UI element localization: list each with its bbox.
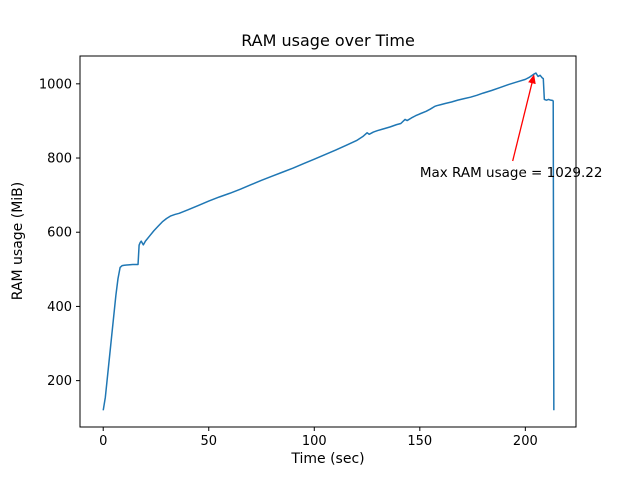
y-tick-label: 800 xyxy=(47,152,72,167)
annotation-arrow xyxy=(512,74,536,162)
y-tick-label: 400 xyxy=(47,300,72,315)
x-axis-label: Time (sec) xyxy=(290,451,364,467)
y-tick-label: 600 xyxy=(47,226,72,241)
annotation-text: Max RAM usage = 1029.22 xyxy=(420,165,603,181)
x-tick-label: 100 xyxy=(302,434,327,449)
y-tick-label: 200 xyxy=(47,374,72,389)
x-tick-label: 150 xyxy=(407,434,432,449)
annotation-group: Max RAM usage = 1029.22 xyxy=(420,74,603,181)
x-tick-label: 0 xyxy=(99,434,107,449)
x-tick-label: 50 xyxy=(200,434,217,449)
x-tick-label: 200 xyxy=(513,434,538,449)
chart-title: RAM usage over Time xyxy=(241,31,415,50)
axis-ticks: 0 50 100 150 200 200 400 600 800 1000 xyxy=(39,77,538,449)
data-line xyxy=(102,72,555,411)
plot-border xyxy=(79,55,577,428)
data-line-group xyxy=(102,72,555,411)
y-axis-label: RAM usage (MiB) xyxy=(10,182,26,300)
y-tick-label: 1000 xyxy=(39,77,72,92)
